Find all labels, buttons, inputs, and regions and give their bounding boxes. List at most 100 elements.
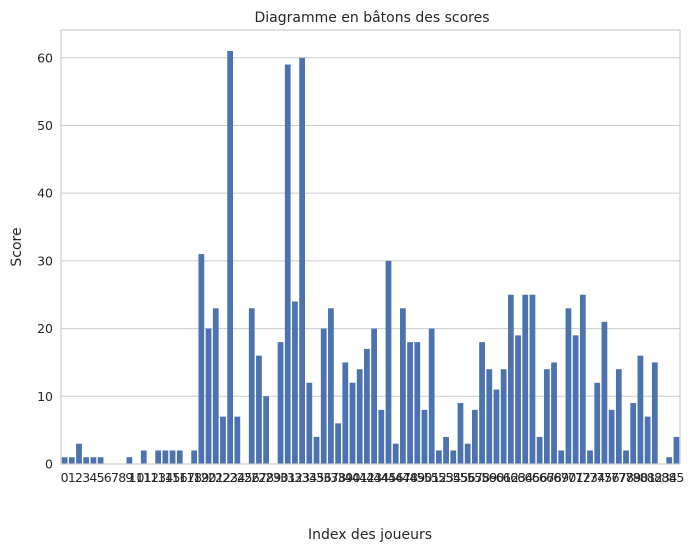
bar bbox=[558, 450, 565, 464]
x-tick-label: 85 bbox=[668, 470, 684, 485]
x-tick-label: 4 bbox=[89, 470, 97, 485]
x-tick-label: 18 bbox=[186, 470, 202, 485]
y-tick-label: 60 bbox=[37, 50, 53, 65]
x-tick-label: 74 bbox=[589, 470, 605, 485]
x-tick-label: 11 bbox=[136, 470, 152, 485]
bar bbox=[479, 342, 485, 464]
bar bbox=[579, 294, 586, 464]
x-tick-label: 24 bbox=[229, 470, 245, 485]
x-tick-label: 30 bbox=[273, 470, 289, 485]
bar bbox=[169, 450, 176, 464]
bar bbox=[306, 382, 313, 464]
bar bbox=[500, 369, 507, 464]
x-tick-label: 6 bbox=[104, 470, 112, 485]
x-tick-label: 21 bbox=[208, 470, 224, 485]
x-tick-label: 3 bbox=[82, 470, 90, 485]
bar bbox=[335, 423, 341, 464]
bar bbox=[392, 443, 399, 464]
bar bbox=[198, 254, 205, 464]
x-tick-label: 68 bbox=[546, 470, 562, 485]
bar bbox=[565, 308, 572, 464]
x-tick-label: 67 bbox=[539, 470, 555, 485]
bar bbox=[428, 328, 435, 464]
bar bbox=[630, 403, 637, 464]
bar bbox=[284, 64, 291, 464]
x-tick-label: 57 bbox=[467, 470, 483, 485]
bar bbox=[356, 369, 363, 464]
bar bbox=[191, 450, 198, 464]
x-tick-label: 1 bbox=[68, 470, 76, 485]
bar bbox=[328, 308, 334, 464]
bar bbox=[378, 409, 385, 464]
grid-lines bbox=[61, 57, 680, 465]
x-tick-label: 19 bbox=[193, 470, 209, 485]
bar bbox=[277, 342, 284, 464]
x-tick-label: 13 bbox=[150, 470, 166, 485]
bar bbox=[601, 321, 608, 464]
x-tick-label: 80 bbox=[632, 470, 648, 485]
bar bbox=[464, 443, 471, 464]
x-tick-label: 9 bbox=[125, 470, 133, 485]
bar bbox=[421, 409, 428, 464]
x-tick-label: 43 bbox=[366, 470, 382, 485]
x-tick-label: 84 bbox=[661, 470, 677, 485]
y-tick-label: 0 bbox=[45, 457, 53, 472]
x-tick-label: 22 bbox=[215, 470, 231, 485]
x-tick-label: 71 bbox=[568, 470, 584, 485]
x-tick-label: 44 bbox=[373, 470, 389, 485]
bar bbox=[594, 382, 601, 464]
x-tick-label: 32 bbox=[287, 470, 303, 485]
x-tick-label: 33 bbox=[294, 470, 310, 485]
x-tick-label: 55 bbox=[453, 470, 469, 485]
bar bbox=[61, 457, 68, 464]
bar bbox=[212, 308, 219, 464]
bar bbox=[385, 260, 392, 464]
bar bbox=[486, 369, 493, 464]
x-tick-label: 16 bbox=[172, 470, 188, 485]
bar bbox=[220, 416, 226, 464]
x-tick-label: 45 bbox=[381, 470, 397, 485]
bar bbox=[673, 436, 680, 464]
x-tick-label: 23 bbox=[222, 470, 238, 485]
x-tick-label: 58 bbox=[474, 470, 490, 485]
bar bbox=[608, 409, 615, 464]
x-tick-label: 72 bbox=[575, 470, 591, 485]
x-tick-label: 20 bbox=[201, 470, 217, 485]
bar bbox=[176, 450, 183, 464]
x-tick-label: 63 bbox=[510, 470, 526, 485]
x-tick-label: 41 bbox=[352, 470, 368, 485]
bar bbox=[515, 335, 521, 464]
x-axis-label: Index des joueurs bbox=[308, 527, 432, 543]
bar bbox=[529, 294, 536, 464]
x-tick-label: 75 bbox=[596, 470, 612, 485]
x-tick-label: 79 bbox=[625, 470, 641, 485]
x-tick-label: 28 bbox=[258, 470, 274, 485]
bar bbox=[320, 328, 327, 464]
bar bbox=[90, 457, 97, 464]
bar bbox=[637, 355, 644, 464]
bar bbox=[615, 369, 622, 464]
x-tick-label: 62 bbox=[503, 470, 519, 485]
bar bbox=[349, 382, 356, 464]
bar bbox=[97, 457, 104, 464]
bar bbox=[623, 450, 629, 464]
x-tick-label: 70 bbox=[560, 470, 576, 485]
x-tick-label: 48 bbox=[402, 470, 418, 485]
x-tick-label: 47 bbox=[395, 470, 411, 485]
x-tick-label: 2 bbox=[75, 470, 83, 485]
x-tick-label: 60 bbox=[489, 470, 505, 485]
x-tick-label: 49 bbox=[409, 470, 425, 485]
x-tick-label: 34 bbox=[301, 470, 317, 485]
bar bbox=[263, 396, 270, 464]
bar bbox=[543, 369, 550, 464]
bar bbox=[205, 328, 212, 464]
x-tick-label: 56 bbox=[460, 470, 476, 485]
x-tick-label: 53 bbox=[438, 470, 454, 485]
bar bbox=[68, 457, 75, 464]
bar bbox=[507, 294, 514, 464]
bar bbox=[155, 450, 162, 464]
x-tick-label: 46 bbox=[388, 470, 404, 485]
y-tick-label: 40 bbox=[37, 186, 53, 201]
bar bbox=[364, 348, 370, 464]
